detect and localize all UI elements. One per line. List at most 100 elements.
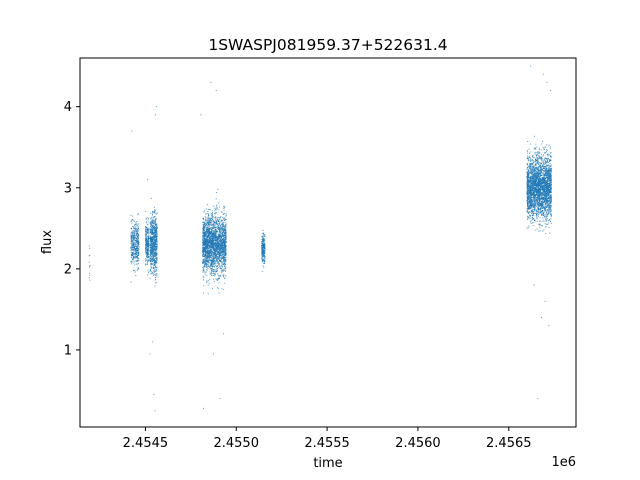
data-point-3036 bbox=[202, 259, 204, 261]
data-point-1179 bbox=[152, 255, 154, 257]
data-point-2616 bbox=[208, 254, 210, 256]
data-point-580 bbox=[145, 253, 147, 254]
data-point-2792 bbox=[225, 275, 227, 277]
data-point-308 bbox=[135, 233, 137, 235]
data-point-3347 bbox=[213, 224, 215, 226]
data-point-3181 bbox=[212, 244, 214, 246]
data-point-2526 bbox=[213, 253, 215, 255]
data-point-1902 bbox=[219, 231, 221, 233]
data-point-2237 bbox=[223, 218, 225, 220]
data-point-1293 bbox=[156, 212, 158, 214]
data-point-2931 bbox=[225, 258, 227, 260]
data-point-241 bbox=[131, 258, 133, 260]
data-point-222 bbox=[137, 242, 139, 244]
data-point-3111 bbox=[214, 213, 216, 215]
data-point-1281 bbox=[150, 241, 152, 243]
data-point-3428 bbox=[218, 234, 220, 236]
data-point-3287 bbox=[209, 241, 211, 243]
data-point-2804 bbox=[209, 242, 211, 244]
data-point-3153 bbox=[202, 245, 204, 247]
data-point-868 bbox=[152, 247, 154, 249]
data-point-243 bbox=[132, 258, 134, 260]
data-point-3188 bbox=[204, 251, 206, 253]
data-point-90 bbox=[135, 242, 137, 244]
data-point-1337 bbox=[153, 255, 155, 257]
data-point-4234 bbox=[533, 210, 535, 212]
data-point-630 bbox=[147, 256, 149, 258]
data-point-4802 bbox=[530, 223, 532, 225]
data-point-3397 bbox=[212, 235, 214, 237]
data-point-3200 bbox=[211, 243, 213, 245]
data-point-1137 bbox=[150, 231, 152, 233]
data-point-3377 bbox=[216, 261, 218, 263]
data-point-1461 bbox=[213, 275, 215, 277]
data-point-3172 bbox=[222, 257, 224, 259]
data-point-3671 bbox=[263, 234, 265, 236]
data-point-1355 bbox=[156, 239, 158, 241]
data-point-832 bbox=[152, 254, 154, 256]
data-point-2323 bbox=[215, 219, 216, 221]
data-point-3048 bbox=[216, 207, 218, 209]
data-point-1261 bbox=[153, 238, 155, 240]
data-point-1154 bbox=[150, 255, 152, 257]
data-point-1987 bbox=[224, 228, 226, 230]
data-point-2018 bbox=[212, 287, 214, 289]
data-point-3000 bbox=[203, 227, 205, 229]
data-point-26 bbox=[135, 260, 137, 262]
data-point-3504 bbox=[215, 250, 217, 252]
data-point-3341 bbox=[219, 228, 221, 230]
data-point-199 bbox=[131, 241, 133, 243]
data-point-2656 bbox=[207, 240, 209, 242]
data-point-3099 bbox=[214, 242, 216, 244]
data-point-1200 bbox=[156, 259, 158, 261]
data-point-1391 bbox=[215, 234, 217, 236]
data-point-169 bbox=[138, 235, 140, 237]
data-point-4326 bbox=[529, 199, 531, 201]
data-point-4409 bbox=[533, 222, 535, 224]
data-point-465 bbox=[146, 230, 148, 232]
data-point-3511 bbox=[224, 251, 226, 253]
data-point-2859 bbox=[224, 242, 226, 244]
data-point-374 bbox=[134, 239, 136, 241]
data-point-2936 bbox=[205, 241, 207, 243]
data-point-235 bbox=[132, 237, 134, 239]
data-point-2 bbox=[88, 261, 90, 263]
data-point-2037 bbox=[222, 224, 224, 226]
data-point-1049 bbox=[155, 230, 157, 232]
data-point-3017 bbox=[225, 240, 227, 242]
data-point-1212 bbox=[149, 261, 151, 263]
data-point-2871 bbox=[205, 231, 207, 233]
data-point-318 bbox=[134, 250, 136, 252]
data-point-3477 bbox=[211, 243, 213, 245]
data-point-1612 bbox=[221, 266, 223, 268]
data-point-2987 bbox=[224, 263, 226, 265]
data-point-3526 bbox=[207, 253, 209, 255]
data-point-2832 bbox=[203, 233, 205, 235]
data-point-4967 bbox=[549, 183, 551, 185]
data-point-2354 bbox=[208, 229, 210, 231]
data-point-269 bbox=[132, 253, 134, 255]
data-point-2295 bbox=[211, 228, 213, 230]
data-point-3090 bbox=[216, 244, 218, 246]
data-point-2047 bbox=[225, 239, 227, 241]
data-point-376 bbox=[135, 230, 137, 232]
data-point-3466 bbox=[225, 249, 227, 251]
data-point-2745 bbox=[218, 244, 220, 246]
data-point-2412 bbox=[216, 263, 218, 265]
data-point-3175 bbox=[208, 242, 210, 244]
data-point-671 bbox=[153, 222, 155, 223]
data-point-3502 bbox=[214, 266, 216, 268]
data-point-1679 bbox=[216, 204, 218, 206]
data-point-4355 bbox=[544, 181, 546, 183]
data-point-3503 bbox=[215, 244, 217, 246]
data-point-2649 bbox=[225, 213, 227, 215]
data-point-345 bbox=[137, 253, 139, 255]
data-point-801 bbox=[151, 220, 153, 222]
data-point-2156 bbox=[210, 228, 212, 230]
data-point-1658 bbox=[204, 262, 206, 264]
data-point-2056 bbox=[221, 255, 223, 257]
data-point-2552 bbox=[210, 252, 212, 254]
data-point-2879 bbox=[210, 224, 212, 226]
data-point-3061 bbox=[220, 225, 222, 227]
data-point-2911 bbox=[221, 252, 223, 254]
